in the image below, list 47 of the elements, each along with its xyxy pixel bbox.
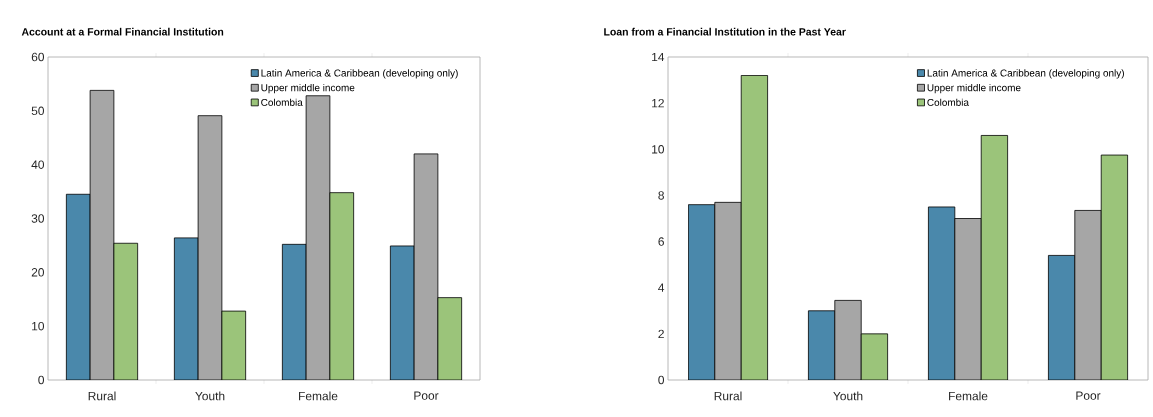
y-tick-label: 10 <box>652 145 665 154</box>
bar <box>221 310 247 380</box>
y-tick-label: 0 <box>38 375 45 385</box>
y-tick-label: 30 <box>31 214 45 223</box>
chart-title: Account at a Formal Financial Institution <box>21 27 224 36</box>
x-tick-label: Female <box>299 391 338 401</box>
bar <box>389 245 415 380</box>
bar <box>1100 154 1129 380</box>
y-tick-label: 0 <box>658 375 665 385</box>
bar <box>740 75 769 380</box>
bar <box>437 297 463 380</box>
y-tick-label: 14 <box>652 52 665 62</box>
bar <box>1048 255 1076 380</box>
bar <box>65 193 91 380</box>
x-tick-label: Poor <box>414 391 439 400</box>
y-tick-label: 8 <box>658 191 664 200</box>
x-tick-label: Youth <box>195 391 225 401</box>
y-tick-label: 50 <box>31 106 45 116</box>
legend-label: Latin America & Caribbean (developing only) <box>927 69 1124 79</box>
x-tick-label: Rural <box>714 391 742 401</box>
y-tick-label: 60 <box>31 52 45 62</box>
y-tick-label: 2 <box>658 329 664 339</box>
y-tick-label: 40 <box>31 160 45 169</box>
bar <box>113 242 139 380</box>
bar <box>860 333 889 380</box>
bar <box>928 206 956 380</box>
x-tick-label: Poor <box>1076 391 1101 400</box>
legend-label: Upper middle income <box>261 83 355 94</box>
y-tick-label: 6 <box>658 237 664 246</box>
bar <box>808 310 836 380</box>
legend-label: Upper middle income <box>927 83 1021 94</box>
bar <box>688 204 716 380</box>
y-tick-label: 4 <box>658 283 665 292</box>
y-tick-label: 10 <box>32 321 45 331</box>
chart-title: Loan from a Financial Institution in the Past Year <box>604 27 846 36</box>
legend-label: Latin America & Caribbean (developing only) <box>261 69 458 79</box>
x-tick-label: Rural <box>88 391 116 401</box>
y-tick-label: 12 <box>652 98 664 108</box>
bar <box>173 237 199 380</box>
x-tick-label: Female <box>949 391 988 401</box>
bar <box>980 135 1009 380</box>
legend-label: Colombia <box>927 98 969 106</box>
y-tick-label: 20 <box>31 268 45 277</box>
x-tick-label: Youth <box>833 391 863 401</box>
bar <box>281 243 307 380</box>
legend-label: Colombia <box>261 98 303 106</box>
bar <box>329 192 355 380</box>
